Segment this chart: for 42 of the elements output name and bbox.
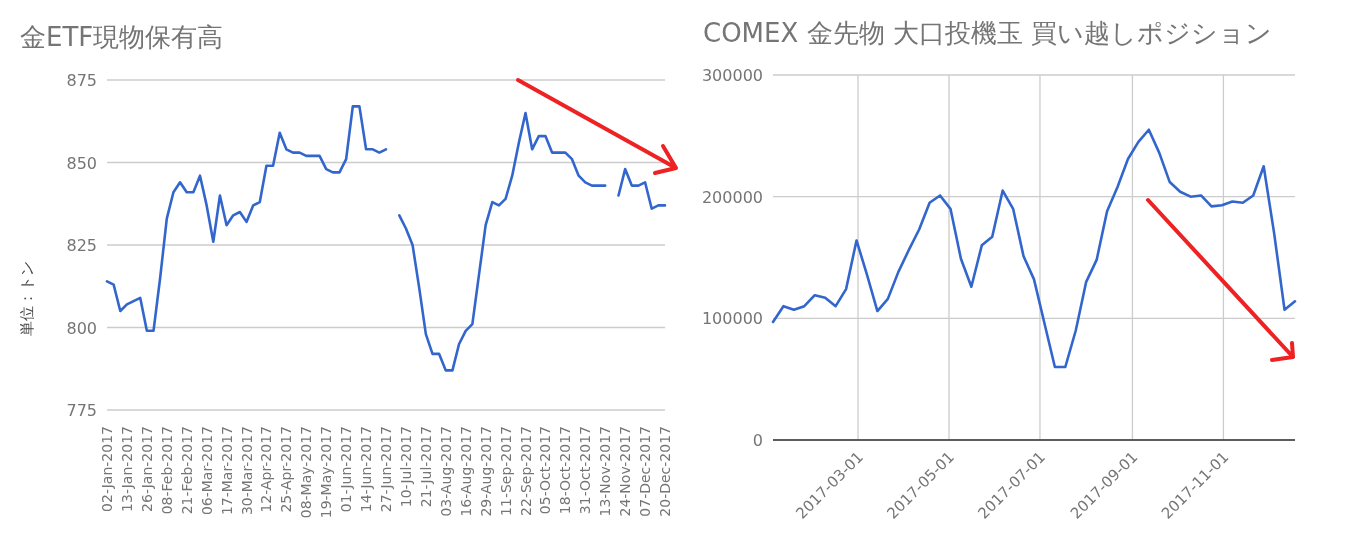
x-tick-label: 19-May-2017 (318, 426, 335, 519)
x-tick-label: 03-Aug-2017 (437, 426, 454, 517)
x-tick-label: 25-Apr-2017 (278, 426, 295, 513)
x-tick-label: 10-Jul-2017 (397, 426, 414, 508)
y-tick-label: 300000 (701, 66, 763, 85)
chart-title: 金ETF現物保有高 (20, 22, 224, 52)
x-tick-label: 21-Feb-2017 (178, 426, 195, 515)
x-tick-label: 24-Nov-2017 (617, 426, 634, 517)
y-axis-title: 単位：トン (18, 260, 36, 336)
x-tick-label: 26-Jan-2017 (138, 426, 155, 512)
x-tick-label: 20-Dec-2017 (657, 426, 673, 517)
y-tick-label: 875 (66, 71, 97, 90)
x-tick-label: 08-Feb-2017 (158, 426, 175, 515)
y-tick-label: 800 (66, 318, 97, 338)
x-tick-label: 14-Jun-2017 (358, 426, 375, 513)
y-tick-label: 0 (752, 431, 763, 450)
y-tick-label: 100000 (701, 309, 763, 329)
x-tick-label: 13-Jan-2017 (118, 426, 135, 512)
x-tick-label: 31-Oct-2017 (577, 426, 594, 515)
line-series (771, 128, 1297, 369)
x-tick-label: 05-Oct-2017 (537, 426, 554, 515)
x-tick-label: 27-Jun-2017 (378, 426, 394, 513)
x-tick-label: 08-May-2017 (298, 426, 315, 519)
x-tick-label: 11-Sep-2017 (497, 426, 514, 516)
y-tick-label: 825 (66, 236, 97, 255)
x-tick-label: 22-Sep-2017 (517, 426, 534, 516)
x-tick-label: 21-Jul-2017 (417, 426, 434, 508)
x-tick-label: 13-Nov-2017 (597, 426, 614, 517)
x-tick-label: 07-Dec-2017 (637, 426, 654, 517)
x-tick-label: 02-Jan-2017 (99, 426, 115, 512)
x-tick-label: 01-Jun-2017 (338, 426, 355, 513)
x-tick-label: 29-Aug-2017 (477, 426, 494, 517)
y-tick-label: 200000 (701, 187, 763, 207)
y-tick-label: 850 (66, 153, 97, 173)
y-tick-label: 775 (66, 401, 97, 420)
x-tick-label: 12-Apr-2017 (258, 426, 275, 513)
chart-title: COMEX 金先物 大口投機玉 買い越しポジション (703, 18, 1273, 48)
x-tick-label: 17-Mar-2017 (218, 426, 235, 516)
x-tick-label: 18-Oct-2017 (557, 426, 574, 515)
x-tick-label: 16-Aug-2017 (457, 426, 474, 517)
x-tick-label: 30-Mar-2017 (238, 426, 255, 516)
x-tick-label: 06-Mar-2017 (198, 426, 215, 516)
